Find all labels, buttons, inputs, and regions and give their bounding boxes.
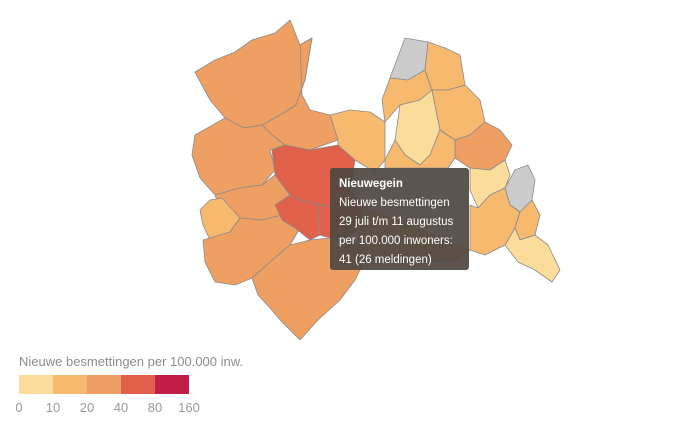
municipality-west-a[interactable] xyxy=(191,117,286,196)
municipality-north-mid[interactable] xyxy=(329,109,386,173)
municipality-se-c[interactable] xyxy=(504,227,561,283)
legend-swatch-1 xyxy=(19,375,53,394)
legend-tick: 80 xyxy=(147,400,163,415)
legend-swatch-5 xyxy=(155,375,189,394)
legend-title: Nieuwe besmettingen per 100.000 inw. xyxy=(19,354,244,369)
legend-swatch-2 xyxy=(53,375,87,394)
legend-tick: 0 xyxy=(15,400,23,415)
tooltip-line: per 100.000 inwoners: xyxy=(339,235,453,247)
tooltip-value: 41 (26 meldingen) xyxy=(339,254,432,266)
tooltip-line: 29 juli t/m 11 augustus xyxy=(339,216,454,228)
legend-ticks: 0 10 20 40 80 160 xyxy=(15,400,239,416)
legend-tick: 40 xyxy=(113,400,129,415)
legend-tick: 160 xyxy=(178,400,200,415)
municipality-east-a[interactable] xyxy=(454,121,513,171)
map-legend: Nieuwe besmettingen per 100.000 inw. 0 1… xyxy=(15,354,244,416)
legend-tick: 10 xyxy=(45,400,61,415)
tooltip-line: Nieuwe besmettingen xyxy=(339,197,450,209)
legend-swatch-3 xyxy=(87,375,121,394)
legend-swatch-4 xyxy=(121,375,155,394)
legend-tick: 20 xyxy=(79,400,95,415)
map-tooltip: Nieuwegein Nieuwe besmettingen 29 juli t… xyxy=(330,168,469,270)
legend-color-bar xyxy=(19,375,243,394)
municipality-ne-b[interactable] xyxy=(424,41,466,91)
tooltip-title: Nieuwegein xyxy=(339,178,403,190)
